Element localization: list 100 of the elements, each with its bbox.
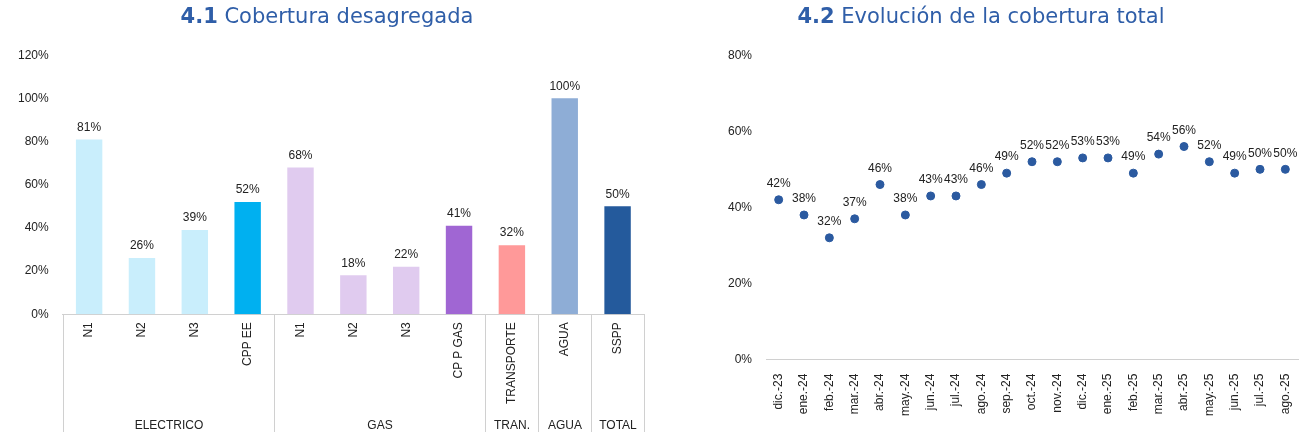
- point: [1179, 142, 1189, 151]
- chart-title: 4.1 Cobertura desagregada: [179, 3, 475, 30]
- y-tick-label: 80%: [24, 133, 50, 148]
- data-label: 52%: [1197, 138, 1222, 153]
- data-label: 50%: [1247, 145, 1273, 160]
- x-tick-label: N1: [81, 321, 96, 338]
- x-tick-label: N2: [134, 321, 149, 338]
- data-label: 46%: [969, 160, 994, 175]
- x-tick-label: may.-25: [1201, 373, 1216, 417]
- x-tick-label: sep.-24: [998, 373, 1013, 414]
- point: [824, 233, 834, 243]
- x-tick-label: feb.-25: [1125, 373, 1140, 411]
- chart-title: 4.2 Evolución de la cobertura total: [796, 3, 1166, 30]
- data-label: 32%: [817, 214, 842, 229]
- x-tick-label: nov.-24: [1049, 373, 1064, 413]
- point: [1052, 157, 1062, 167]
- point: [850, 214, 860, 224]
- y-tick-label: 60%: [24, 177, 50, 192]
- point: [1255, 164, 1265, 174]
- y-tick-label: 100%: [17, 90, 50, 105]
- y-tick-label: 40%: [727, 199, 753, 214]
- y-tick-label: 0%: [31, 306, 50, 321]
- x-tick-label: SSPP: [609, 322, 624, 355]
- y-tick-label: 20%: [727, 275, 753, 290]
- data-label: 52%: [1045, 138, 1070, 153]
- point: [1103, 153, 1113, 163]
- bar: [234, 201, 261, 315]
- data-label: 41%: [447, 206, 472, 221]
- text: ELECTRICO: [134, 418, 204, 433]
- point: [1204, 157, 1214, 167]
- point: [951, 191, 961, 201]
- x-tick-label: CPP EE: [239, 322, 254, 367]
- x-tick-label: jul.-25: [1252, 373, 1267, 408]
- bar: [287, 167, 314, 315]
- data-label: 22%: [394, 247, 419, 262]
- y-tick-label: 60%: [727, 123, 753, 138]
- data-label: 100%: [549, 78, 581, 93]
- y-tick-label: 80%: [727, 47, 753, 62]
- x-tick-label: jun.-25: [1226, 373, 1241, 412]
- text: TOTAL: [599, 418, 638, 433]
- bar: [604, 206, 631, 315]
- x-tick-label: dic.-23: [771, 373, 785, 410]
- text: AGUA: [547, 418, 583, 433]
- point: [926, 191, 936, 201]
- data-label: 56%: [1171, 122, 1197, 137]
- point: [1078, 153, 1088, 163]
- text: TRAN.: [494, 418, 530, 433]
- data-label: 52%: [1019, 138, 1045, 153]
- bar: [392, 266, 420, 315]
- y-tick-label: 0%: [734, 351, 753, 366]
- data-label: 49%: [994, 149, 1020, 164]
- bar: [128, 258, 156, 315]
- x-tick-label: N2: [345, 321, 360, 338]
- x-tick-label: abr.-24: [872, 373, 887, 411]
- data-label: 38%: [893, 191, 918, 206]
- x-tick-label: AGUA: [557, 322, 572, 357]
- x-tick-label: N3: [187, 321, 202, 338]
- x-tick-label: ago.-24: [973, 373, 988, 415]
- x-tick-label: CP P GAS: [451, 322, 466, 379]
- x-tick-label: mar.-25: [1150, 373, 1165, 415]
- x-tick-label: abr.-25: [1176, 373, 1191, 411]
- data-label: 53%: [1095, 134, 1121, 149]
- data-label: 26%: [129, 238, 155, 253]
- data-label: 18%: [341, 255, 366, 270]
- x-tick-label: feb.-24: [821, 373, 836, 411]
- bar: [181, 230, 209, 315]
- point: [1128, 168, 1138, 178]
- point: [976, 180, 986, 190]
- data-label: 49%: [1222, 149, 1247, 164]
- text: GAS: [367, 418, 393, 433]
- data-label: 52%: [235, 182, 260, 197]
- bar: [498, 245, 526, 315]
- x-tick-label: ago.-25: [1277, 373, 1292, 415]
- x-tick-label: TRANSPORTE: [504, 322, 519, 405]
- bar: [551, 98, 578, 315]
- x-tick-label: jul.-24: [948, 373, 963, 408]
- y-tick-label: 40%: [24, 220, 50, 235]
- x-tick-label: jun.-24: [922, 373, 937, 412]
- point: [1230, 168, 1240, 178]
- data-label: 68%: [288, 147, 313, 162]
- bar: [340, 275, 367, 315]
- data-label: 54%: [1146, 130, 1171, 145]
- x-tick-label: mar.-24: [846, 373, 861, 415]
- point: [1027, 157, 1037, 167]
- x-tick-label: oct.-24: [1024, 373, 1039, 411]
- point: [900, 210, 910, 220]
- point: [799, 210, 809, 220]
- point: [774, 195, 784, 205]
- data-label: 46%: [868, 160, 893, 175]
- point: [1280, 164, 1290, 174]
- data-label: 81%: [77, 119, 102, 134]
- point: [1154, 149, 1164, 159]
- x-tick-label: dic.-24: [1074, 373, 1089, 410]
- data-label: 39%: [182, 210, 208, 225]
- data-label: 42%: [766, 176, 792, 191]
- data-label: 38%: [792, 191, 817, 206]
- point: [1002, 168, 1012, 178]
- point: [875, 180, 885, 190]
- x-tick-label: may.-24: [897, 373, 912, 417]
- data-label: 43%: [944, 172, 969, 187]
